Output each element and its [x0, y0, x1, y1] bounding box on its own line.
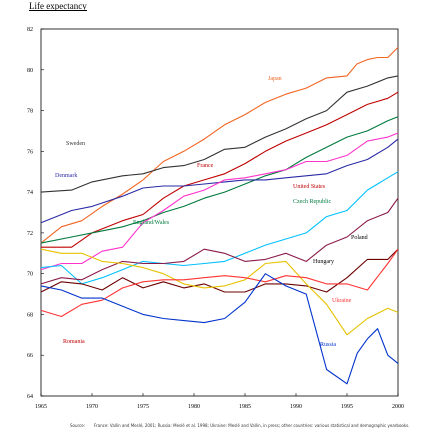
- series-line-czech-republic: [40, 171, 399, 285]
- life-expectancy-chart: 64 66 68 70 72 74 76 78 80 82 1965 1970 1975 1980 1985…: [27, 27, 404, 410]
- plot-frame: [40, 28, 399, 397]
- y-tick-label: 82: [27, 27, 33, 33]
- series-line-united-states: [40, 132, 399, 271]
- axes: 64 66 68 70 72 74 76 78 80 82 1965 1970 1975 1980 1985…: [27, 27, 404, 410]
- x-tick-label: 1980: [188, 404, 200, 410]
- series-label-russia: Russia: [320, 342, 336, 348]
- series-line-ukraine: [40, 248, 399, 336]
- series-line-france: [41, 91, 399, 248]
- series-label-england-wales: England/Wales: [133, 220, 170, 226]
- series-label-france: France: [197, 163, 214, 169]
- series-line-russia: [40, 273, 399, 385]
- x-tick-label: 1975: [137, 404, 149, 410]
- series-line-england-wales: [40, 116, 399, 244]
- source-label: Source:: [70, 423, 86, 428]
- x-tick-label: 2000: [392, 404, 404, 410]
- series-line-sweden: [40, 75, 399, 193]
- series-label-hungary: Hungary: [313, 259, 334, 265]
- y-tick-label: 70: [27, 272, 33, 278]
- y-tick-label: 76: [27, 149, 33, 155]
- x-tick-label: 1990: [290, 404, 302, 410]
- series-label-ukraine: Ukraine: [332, 298, 352, 304]
- y-tick-label: 80: [27, 68, 33, 74]
- series-line-romania: [40, 248, 399, 318]
- y-tick-label: 66: [27, 353, 33, 359]
- series-lines: [40, 47, 399, 385]
- y-tick-label: 68: [27, 312, 33, 318]
- y-tick-label: 78: [27, 109, 33, 115]
- series-line-denmark: [40, 138, 399, 224]
- y-tick-label: 74: [27, 190, 33, 196]
- series-label-romania: Romania: [63, 339, 85, 345]
- series-line-hungary: [40, 248, 399, 293]
- series-label-united-states: United States: [293, 184, 326, 190]
- series-label-poland: Poland: [351, 235, 368, 241]
- y-tick-label: 72: [27, 231, 33, 237]
- series-line-japan: [40, 47, 399, 244]
- series-label-sweden: Sweden: [66, 141, 85, 147]
- x-tick-label: 1985: [239, 404, 251, 410]
- chart-title: Life expectancy: [29, 1, 87, 11]
- series-label-czech-republic: Czech Republic: [293, 199, 331, 205]
- x-tick-label: 1995: [341, 404, 353, 410]
- source-text: France: Vallin and Meslé, 2001; Russia: …: [94, 423, 410, 428]
- series-line-poland: [40, 197, 399, 285]
- y-tick-label: 64: [27, 394, 33, 400]
- series-labels: Japan France Sweden England/Wales Denmark Uni…: [55, 76, 368, 348]
- series-label-denmark: Denmark: [55, 173, 77, 179]
- x-tick-label: 1965: [35, 404, 47, 410]
- series-label-japan: Japan: [268, 76, 282, 82]
- x-tick-label: 1970: [86, 404, 98, 410]
